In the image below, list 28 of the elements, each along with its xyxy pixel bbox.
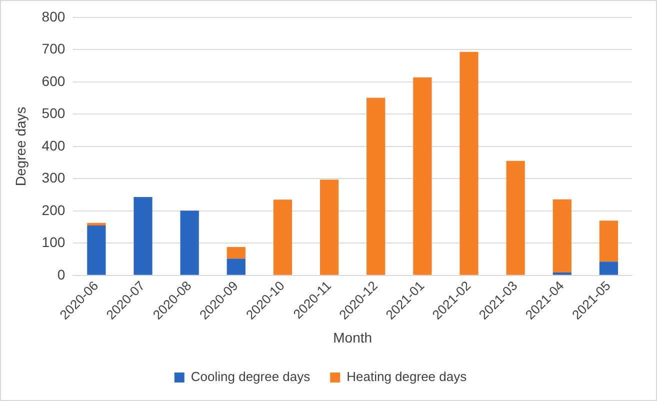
bar xyxy=(134,197,152,275)
y-tick-label: 600 xyxy=(42,72,66,89)
bar xyxy=(413,77,432,275)
bar xyxy=(552,199,572,273)
y-tick-label: 500 xyxy=(42,105,66,122)
bar xyxy=(273,200,292,275)
bar xyxy=(180,210,199,275)
bar xyxy=(226,258,246,275)
bar xyxy=(366,98,386,275)
bar xyxy=(599,262,618,275)
x-axis-title: Month xyxy=(333,329,372,346)
y-tick-label: 400 xyxy=(42,137,66,154)
legend-label: Heating degree days xyxy=(346,369,468,384)
y-tick-label: 700 xyxy=(42,40,66,57)
y-axis-title: Degree days xyxy=(12,106,28,186)
y-tick-label: 300 xyxy=(42,170,66,186)
legend-label: Cooling degree days xyxy=(190,369,311,384)
bar xyxy=(460,52,478,275)
y-tick-label: 800 xyxy=(42,8,66,24)
y-tick-label: 200 xyxy=(42,202,66,218)
bar xyxy=(87,225,106,275)
bar xyxy=(506,160,525,275)
bar xyxy=(599,220,618,262)
y-tick-label: 0 xyxy=(57,266,66,282)
y-tick-label: 100 xyxy=(42,234,66,250)
bar xyxy=(87,222,106,226)
bar xyxy=(226,247,246,259)
bar xyxy=(320,180,339,275)
